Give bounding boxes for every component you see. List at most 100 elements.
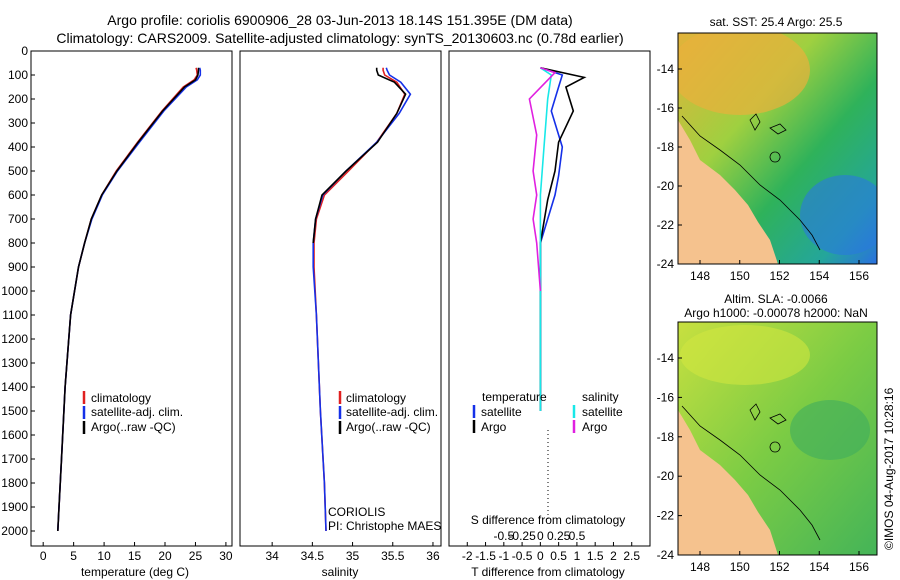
sla-map-title-line1: Altim. SLA: -0.0066 [724,292,828,306]
map-x-tick-label: 150 [730,269,750,283]
depth-tick-label: 1100 [2,308,28,322]
map-y-tick-label: -18 [657,140,675,154]
map-y-tick-label: -18 [657,430,675,444]
sla-yellow-patch [680,325,810,385]
depth-tick-label: 900 [8,260,28,274]
depth-tick-label: 800 [8,236,28,250]
depth-tick-label: 1600 [1,428,28,442]
series-line-satellite-adj-clim- [57,67,202,532]
depth-tick-label: 100 [8,68,28,82]
x-tick-label: 10 [97,549,111,563]
x-tick-label: -1.5 [475,549,496,563]
map-x-tick-label: 152 [769,269,789,283]
x-tick-label: 30 [219,549,233,563]
x-tick-label: 0 [40,549,47,563]
x-tick-label: -0.5 [512,549,533,563]
map-x-tick-label: 154 [809,560,829,574]
map-y-tick-label: -24 [657,257,675,271]
sla-shelf-contour [681,405,821,541]
x-tick-label: 0 [537,549,544,563]
map-y-tick-label: -22 [657,218,675,232]
series-line-salinity-satellite [539,67,553,411]
x-tick-label: -2 [462,549,473,563]
legend-label-argo: Argo(..raw -QC) [91,420,176,434]
map-y-tick-label: -14 [657,351,675,365]
x-tick-label: 2 [610,549,617,563]
depth-tick-label: 200 [8,92,28,106]
legend-label-temp-satellite: satellite [481,405,522,419]
depth-tick-label: 300 [8,116,28,130]
series-line-satellite-adj-clim- [312,67,412,532]
x-tick-label: 1 [574,549,581,563]
sst-warm-patch [678,33,810,115]
x-tick-label: 36 [426,549,440,563]
legend-label-temp-argo: Argo [481,420,507,434]
sla-map-frame [677,321,878,556]
legend-label-sal-argo: Argo [582,420,608,434]
x-tick-label: 34.5 [301,549,325,563]
pi-annotation: PI: Christophe MAES [328,519,441,533]
temperature-xlabel: temperature (deg C) [81,565,189,579]
depth-tick-label: 700 [8,212,28,226]
map-y-tick-label: -14 [657,62,675,76]
difference-panel-frame [448,50,651,547]
sst-map-title: sat. SST: 25.4 Argo: 25.5 [710,15,843,29]
depth-tick-label: 600 [8,188,28,202]
difference-series [528,67,587,411]
series-line-argo-raw-qc- [57,67,200,532]
x-tick-top-label: 0.5 [569,529,586,543]
x-tick-label: 35.5 [381,549,405,563]
legend-label-climatology: climatology [91,391,151,405]
sst-reef-outline [749,113,787,163]
legend-label-satellite: satellite-adj. clim. [346,405,438,419]
map-y-tick-label: -16 [657,101,675,115]
depth-tick-label: 0 [21,44,28,58]
x-tick-label: 35 [346,549,360,563]
salinity-series [312,67,412,532]
map-x-tick-label: 156 [849,269,869,283]
salinity-legend: climatology satellite-adj. clim. Argo(..… [338,391,438,434]
sla-map [678,322,877,555]
legend-label-sal-satellite: satellite [582,405,623,419]
map-y-tick-label: -24 [657,548,675,562]
sst-cool-patch [800,175,877,255]
map-y-tick-label: -16 [657,390,675,404]
x-tick-top-label: 0.25 [547,529,571,543]
depth-tick-label: 500 [8,164,28,178]
map-x-tick-label: 148 [690,560,710,574]
depth-tick-label: 1300 [1,356,28,370]
x-tick-top-label: 0 [537,529,544,543]
x-tick-label: 25 [189,549,203,563]
temperature-x-axis: 0 5 10 15 20 25 30 [40,542,233,563]
x-tick-label: 15 [128,549,142,563]
map-x-tick-label: 148 [690,269,710,283]
salinity-x-axis: 34 34.5 35 35.5 36 [265,542,440,563]
x-tick-label: 2.5 [623,549,640,563]
sst-land [678,120,778,264]
legend-label-satellite: satellite-adj. clim. [91,405,183,419]
difference-legend: temperature salinity satellite Argo sate… [472,390,623,434]
depth-tick-label: 1900 [1,500,28,514]
depth-tick-label: 1000 [1,284,28,298]
x-tick-label: 20 [158,549,172,563]
header-line1: Argo profile: coriolis 6900906_28 03-Jun… [107,12,572,28]
difference-xlabel-top: S difference from climatology [471,513,626,527]
legend-label-climatology: climatology [346,391,406,405]
legend-heading-salinity: salinity [582,390,619,404]
legend-label-argo: Argo(..raw -QC) [346,420,431,434]
imos-stamp: ©IMOS 04-Aug-2017 10:28:16 [882,387,896,550]
series-line-climatology [313,67,406,532]
temperature-series [57,67,202,532]
series-line-salinity-argo [528,67,557,292]
series-line-climatology [57,67,199,532]
map-x-tick-label: 152 [769,560,789,574]
depth-tick-label: 1500 [1,404,28,418]
map-x-tick-label: 150 [730,560,750,574]
temperature-legend: climatology satellite-adj. clim. Argo(..… [82,391,183,434]
difference-xlabel: T difference from climatology [471,565,625,579]
sst-map-axes: 148 150 152 154 156 -14 -16 -18 -20 -22 -24 [657,62,870,283]
x-tick-label: -1 [498,549,509,563]
depth-tick-label: 1200 [1,332,28,346]
x-tick-top-label: -0.25 [508,529,536,543]
